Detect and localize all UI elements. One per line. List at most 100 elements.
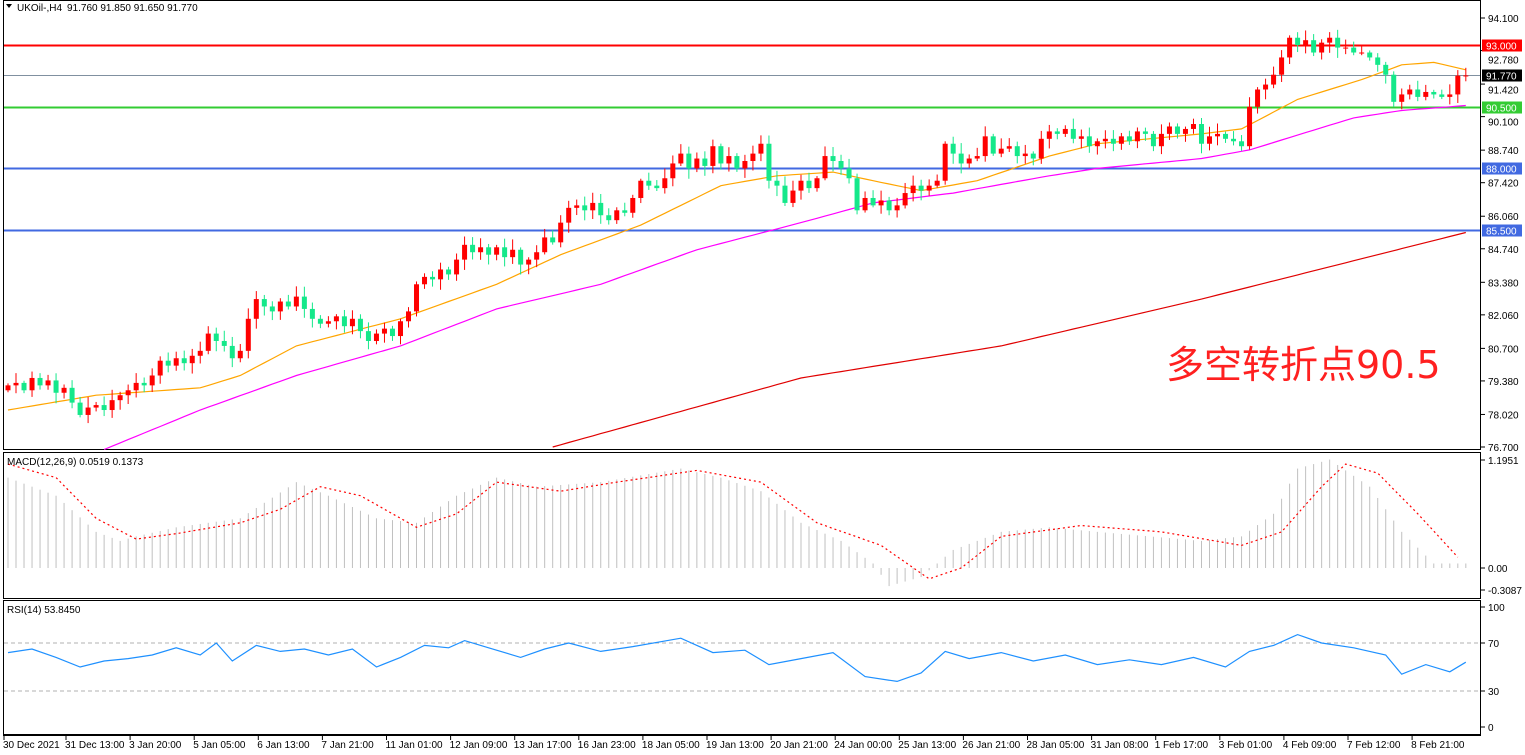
candle-body [1447, 94, 1453, 97]
candle-body [486, 247, 492, 255]
candle-body [181, 358, 187, 364]
candle-body [1455, 75, 1461, 95]
candle-body [1118, 136, 1124, 144]
candle-body [141, 382, 147, 386]
candle-body [1094, 141, 1100, 147]
candle-body [133, 382, 139, 391]
candle-body [790, 190, 796, 203]
candle-body [678, 153, 684, 164]
candle-body [69, 387, 75, 403]
candle-body [1158, 133, 1164, 147]
candle-body [205, 333, 211, 351]
level-label-bg [1482, 101, 1522, 114]
candle-body [766, 143, 772, 181]
candle-body [77, 402, 83, 415]
candle-body [582, 205, 588, 211]
candle-body [494, 247, 500, 255]
candle-body [998, 148, 1004, 154]
candle-body [782, 185, 788, 203]
candle-body [550, 237, 556, 243]
candle-body [1319, 42, 1325, 53]
candle-body [1391, 74, 1397, 102]
candle-body [758, 143, 764, 154]
candle-body [1014, 146, 1020, 157]
candle-body [389, 328, 395, 337]
time-tick-label: 31 Jan 08:00 [1091, 740, 1149, 751]
candle-body [125, 390, 131, 396]
rsi-panel[interactable] [3, 600, 1481, 735]
candle-body [5, 385, 11, 391]
candle-body [293, 296, 299, 307]
candle-body [454, 259, 460, 275]
candle-body [1134, 131, 1140, 142]
price-axis: 94.100 92.780 91.420 90.100 88.740 87.420 86.0… [1481, 14, 1519, 454]
candle-body [317, 318, 323, 324]
ohlc-values: 91.760 91.850 91.650 91.770 [67, 3, 198, 14]
candle-body [1311, 40, 1317, 53]
candle-body [21, 382, 27, 391]
rsi-tick-label: 30 [1488, 687, 1500, 698]
candle-body [213, 333, 219, 341]
time-tick-label: 8 Feb 21:00 [1411, 740, 1465, 751]
candle-body [397, 321, 403, 337]
candle-body [822, 156, 828, 179]
candle-body [590, 202, 596, 211]
candle-body [1215, 133, 1221, 137]
candle-body [349, 318, 355, 327]
candle-body [1383, 64, 1389, 75]
candle-body [542, 237, 548, 253]
candle-body [1375, 57, 1381, 65]
time-tick-label: 26 Jan 21:00 [962, 740, 1020, 751]
level-label-bg [1482, 162, 1522, 175]
candle-body [1086, 136, 1092, 147]
price-tick-label: 76.700 [1488, 443, 1519, 454]
rsi-title: RSI(14) 53.8450 [7, 605, 81, 616]
candle-body [750, 153, 756, 161]
candle-body [958, 153, 964, 164]
price-tick-label: 86.060 [1488, 212, 1519, 223]
moving-averages [7, 61, 1466, 451]
level-label: 90.500 [1486, 104, 1517, 115]
price-tick-label: 82.060 [1488, 311, 1519, 322]
time-tick-label: 3 Jan 20:00 [129, 740, 182, 751]
candle-body [1150, 133, 1156, 147]
candle-body [1102, 138, 1108, 142]
price-tick-label: 92.780 [1488, 56, 1519, 67]
candle-body [109, 400, 115, 411]
candle-body [966, 158, 972, 164]
level-label-bg [1482, 224, 1522, 237]
candle-body [854, 178, 860, 211]
candle-body [518, 249, 524, 265]
time-tick-label: 25 Jan 13:00 [898, 740, 956, 751]
candle-body [373, 333, 379, 341]
candle-body [662, 178, 668, 189]
candle-body [686, 153, 692, 169]
candle-body [1271, 74, 1277, 85]
candle-body [710, 146, 716, 166]
horizontal-levels [4, 44, 1480, 232]
candle-body [902, 193, 908, 206]
candle-body [1279, 57, 1285, 75]
candle-body [1006, 146, 1012, 149]
macd-panel[interactable] [3, 452, 1481, 599]
time-tick-label: 28 Jan 05:00 [1027, 740, 1085, 751]
candle-body [974, 156, 980, 159]
candle-body [934, 180, 940, 186]
time-tick-label: 30 Dec 2021 [3, 740, 60, 751]
time-tick-label: 18 Jan 05:00 [642, 740, 700, 751]
candle-body [718, 146, 724, 164]
candle-body [1407, 89, 1413, 95]
candle-body [309, 308, 315, 319]
candle-body [638, 180, 644, 198]
candle-body [45, 380, 51, 386]
price-tick-label: 94.100 [1488, 14, 1519, 25]
dropdown-triangle-icon[interactable] [6, 4, 12, 8]
price-tick-label: 79.380 [1488, 377, 1519, 388]
rsi-line [7, 633, 1467, 683]
macd-tick-label: 1.1951 [1488, 456, 1519, 467]
candle-body [630, 197, 636, 213]
price-tick-label: 91.420 [1488, 86, 1519, 97]
time-tick-label: 16 Jan 23:00 [578, 740, 636, 751]
candle-body [333, 316, 339, 322]
